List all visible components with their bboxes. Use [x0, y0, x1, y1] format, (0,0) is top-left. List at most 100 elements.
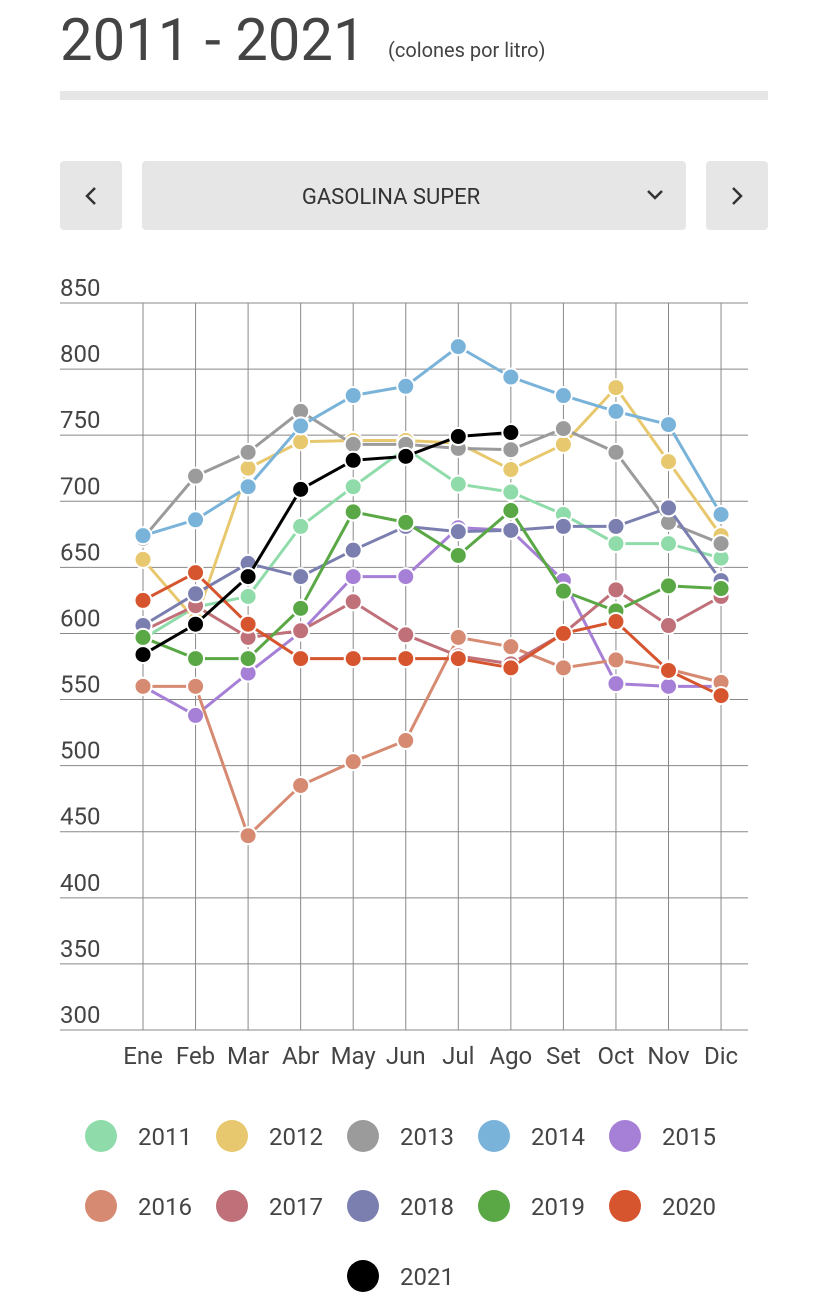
data-point	[343, 477, 363, 497]
data-point	[501, 482, 521, 502]
legend-label: 2017	[269, 1193, 323, 1221]
data-point	[606, 378, 626, 398]
data-point	[606, 580, 626, 600]
data-point	[501, 367, 521, 387]
series-line	[142, 508, 722, 661]
legend-swatch	[85, 1120, 117, 1152]
data-point	[186, 510, 206, 530]
data-point	[448, 474, 468, 494]
data-point	[448, 522, 468, 542]
data-point	[186, 563, 206, 583]
legend-label: 2020	[662, 1193, 716, 1221]
data-point	[553, 658, 573, 678]
data-point	[659, 676, 678, 696]
next-button-bg[interactable]	[706, 161, 768, 230]
data-point	[448, 545, 468, 565]
data-point	[186, 705, 206, 725]
legend-swatch	[609, 1120, 641, 1152]
legend-label: 2019	[531, 1193, 585, 1221]
x-tick-label: Ene	[123, 1042, 163, 1070]
data-point	[606, 442, 626, 462]
data-point	[396, 731, 416, 751]
data-point	[291, 479, 311, 499]
data-point	[343, 540, 363, 560]
dropdown-icon[interactable]	[647, 190, 663, 200]
x-tick-label: May	[331, 1042, 377, 1070]
data-point	[553, 623, 573, 643]
data-point	[553, 434, 573, 454]
data-point	[133, 645, 153, 665]
y-tick-label: 550	[60, 671, 100, 699]
x-tick-label: Dic	[704, 1042, 738, 1070]
data-point	[659, 452, 678, 472]
data-point	[606, 674, 626, 694]
data-point	[448, 627, 468, 647]
next-icon[interactable]	[732, 187, 743, 205]
data-point	[186, 649, 206, 669]
data-point	[343, 752, 363, 772]
x-tick-label: Ago	[489, 1042, 532, 1070]
legend-label: 2012	[269, 1123, 323, 1151]
fuel-select[interactable]: GASOLINA SUPER	[142, 161, 686, 230]
legend-swatch	[347, 1190, 379, 1222]
data-point	[238, 586, 258, 606]
data-point	[711, 534, 731, 554]
data-point	[396, 625, 416, 645]
data-point	[606, 534, 626, 554]
data-point	[238, 614, 258, 634]
series-line	[141, 385, 723, 624]
fuel-select-label[interactable]: GASOLINA SUPER	[302, 185, 481, 210]
next-button[interactable]: >	[706, 161, 768, 230]
data-point	[448, 337, 468, 357]
series-line	[142, 587, 722, 666]
page-subtitle: (colones por litro)	[388, 38, 546, 62]
data-point	[711, 579, 731, 599]
y-tick-label: 350	[60, 935, 100, 963]
data-point	[343, 649, 363, 669]
data-point	[291, 432, 311, 452]
x-tick-label: Abr	[282, 1042, 319, 1070]
y-tick-label: 500	[60, 737, 100, 765]
data-point	[501, 520, 521, 540]
legend-swatch	[609, 1190, 641, 1222]
x-tick-label: Feb	[176, 1042, 215, 1070]
data-point	[291, 567, 311, 587]
data-point	[659, 616, 678, 636]
data-point	[133, 590, 153, 610]
data-point	[186, 466, 206, 486]
y-tick-label: 600	[60, 604, 100, 632]
divider	[60, 91, 768, 100]
data-point	[238, 826, 258, 846]
legend-swatch	[216, 1120, 248, 1152]
prev-button[interactable]: <	[60, 161, 122, 230]
data-point	[291, 598, 311, 618]
y-tick-label: 300	[60, 1001, 100, 1029]
data-point	[343, 502, 363, 522]
data-point	[133, 676, 153, 696]
data-point	[711, 504, 731, 524]
legend-swatch	[216, 1190, 248, 1222]
fuel-select-bg[interactable]	[142, 161, 686, 230]
data-point	[186, 584, 206, 604]
data-point	[501, 637, 521, 657]
prev-icon[interactable]	[85, 187, 96, 205]
data-point	[501, 440, 521, 460]
data-point	[501, 460, 521, 480]
data-point	[396, 567, 416, 587]
data-point	[291, 416, 311, 436]
data-point	[448, 427, 468, 447]
data-point	[133, 627, 153, 647]
data-point	[291, 516, 311, 536]
data-point	[553, 581, 573, 601]
chart: 300 350 400 450 500 550 600 650 700 750 800 850 Ene F…	[60, 274, 748, 1292]
data-point	[396, 649, 416, 669]
data-point	[291, 649, 311, 669]
legend-label: 2021	[400, 1263, 454, 1291]
y-tick-label: 750	[60, 406, 100, 434]
legend-swatch	[478, 1190, 510, 1222]
legend-label: 2016	[138, 1193, 192, 1221]
data-point	[186, 676, 206, 696]
x-tick-label: Oct	[597, 1042, 634, 1070]
y-tick-label: 400	[60, 869, 100, 897]
prev-button-bg[interactable]	[60, 161, 122, 230]
